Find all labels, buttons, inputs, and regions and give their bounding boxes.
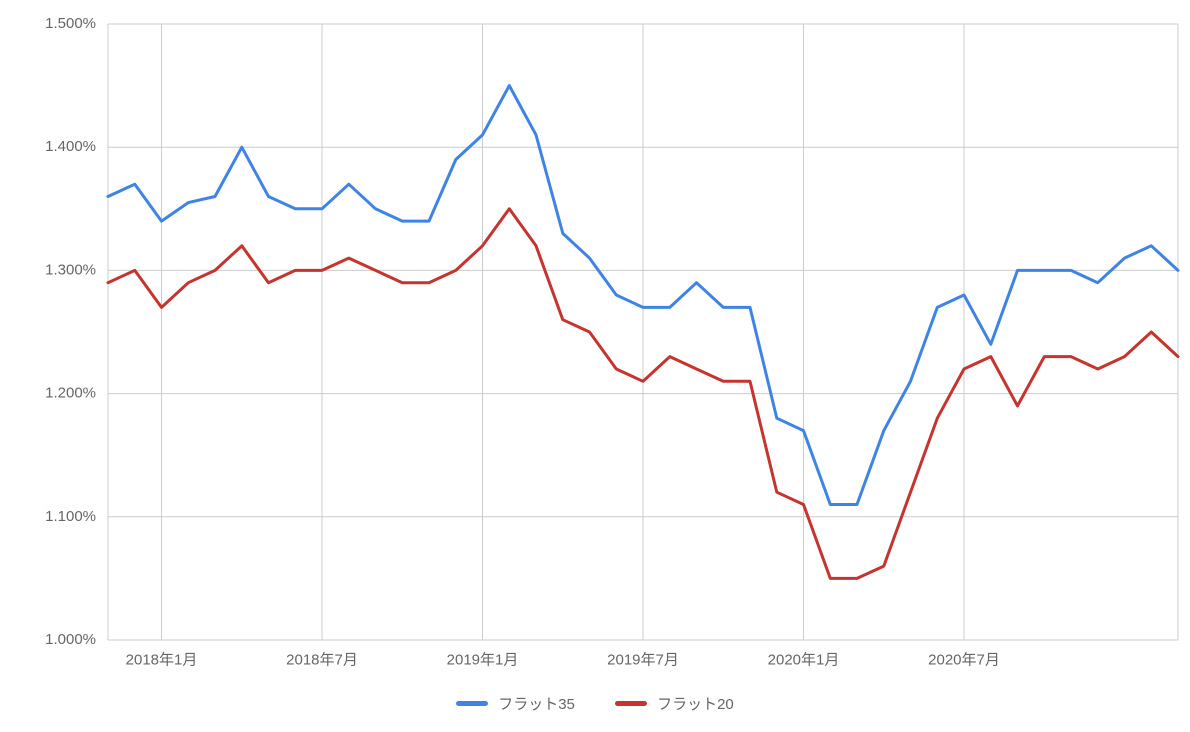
legend-label-1: フラット20 bbox=[657, 693, 734, 714]
legend-swatch-1 bbox=[615, 701, 647, 706]
y-tick-label: 1.200% bbox=[45, 385, 96, 402]
y-tick-label: 1.000% bbox=[45, 631, 96, 648]
legend: フラット35 フラット20 bbox=[0, 693, 1190, 714]
x-tick-label: 2020年1月 bbox=[768, 651, 840, 668]
legend-item-0: フラット35 bbox=[456, 693, 575, 714]
y-tick-label: 1.400% bbox=[45, 138, 96, 155]
legend-swatch-0 bbox=[456, 701, 488, 706]
y-tick-label: 1.500% bbox=[45, 15, 96, 32]
x-tick-label: 2018年1月 bbox=[126, 651, 198, 668]
x-tick-label: 2019年7月 bbox=[607, 651, 679, 668]
x-tick-label: 2019年1月 bbox=[447, 651, 519, 668]
line-chart: 1.000% 1.100% 1.200% 1.300% 1.400% 1.500% 2018… bbox=[0, 0, 1190, 732]
y-tick-label: 1.300% bbox=[45, 261, 96, 278]
y-tick-label: 1.100% bbox=[45, 508, 96, 525]
legend-label-0: フラット35 bbox=[498, 693, 575, 714]
chart-svg: 1.000% 1.100% 1.200% 1.300% 1.400% 1.500% 2018… bbox=[0, 0, 1190, 732]
legend-item-1: フラット20 bbox=[615, 693, 734, 714]
x-tick-label: 2018年7月 bbox=[286, 651, 358, 668]
x-tick-label: 2020年7月 bbox=[928, 651, 1000, 668]
